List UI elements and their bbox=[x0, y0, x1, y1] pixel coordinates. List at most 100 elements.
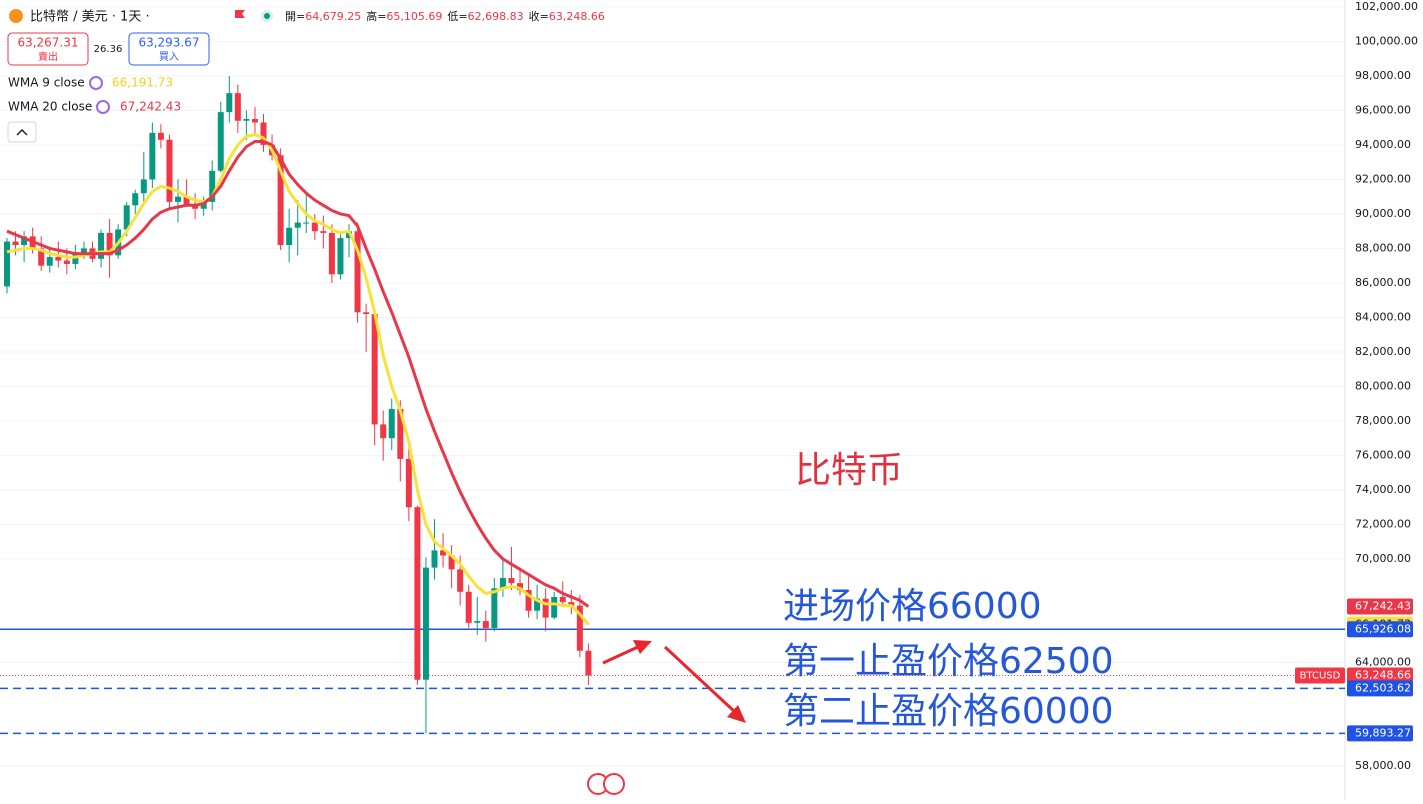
candle-body bbox=[46, 257, 53, 266]
flag-icon bbox=[235, 10, 245, 18]
sell-text: 賣出 bbox=[38, 50, 58, 63]
legend-name: WMA 20 close bbox=[8, 100, 92, 114]
candle-body bbox=[63, 260, 70, 264]
price-label-box bbox=[1347, 725, 1413, 742]
price-label: 62,503.62 bbox=[1355, 681, 1411, 694]
buy-box[interactable] bbox=[128, 32, 210, 66]
y-tick-label: 84,000.00 bbox=[1355, 310, 1411, 323]
annotation: 第二止盈价格60000 bbox=[783, 691, 1114, 732]
legend-name: WMA 9 close bbox=[8, 76, 85, 90]
candle-body bbox=[183, 196, 190, 206]
spread: 26.36 bbox=[94, 44, 123, 55]
y-tick-label: 70,000.00 bbox=[1355, 552, 1411, 565]
y-tick-label: 58,000.00 bbox=[1355, 759, 1411, 772]
ohlc-value: 64,679.25 bbox=[305, 10, 361, 23]
candle-body bbox=[440, 550, 447, 556]
candle-body bbox=[80, 248, 87, 254]
ohlc-label: 開= bbox=[285, 10, 305, 23]
y-tick-label: 76,000.00 bbox=[1355, 448, 1411, 461]
symbol-title: 比特幣 / 美元 · 1天 · bbox=[30, 10, 150, 25]
y-tick-label: 64,000.00 bbox=[1355, 655, 1411, 668]
collapse-button[interactable] bbox=[7, 121, 37, 143]
buy-price: 63,293.67 bbox=[138, 36, 199, 50]
arrow bbox=[663, 645, 737, 714]
candle-body bbox=[508, 577, 515, 584]
candle-body bbox=[251, 119, 258, 123]
sell-box[interactable] bbox=[7, 32, 89, 66]
annotation: 第一止盈价格62500 bbox=[783, 641, 1114, 682]
candle-body bbox=[12, 241, 19, 245]
y-tick-label: 90,000.00 bbox=[1355, 207, 1411, 220]
plot bbox=[0, 75, 1345, 735]
candle-body bbox=[474, 621, 481, 623]
candle-body bbox=[363, 312, 370, 314]
candle-body bbox=[192, 205, 199, 209]
candle-body bbox=[388, 408, 395, 439]
candle-body bbox=[277, 155, 284, 245]
candle-body bbox=[226, 93, 233, 113]
candle-body bbox=[21, 236, 28, 245]
candle-body bbox=[123, 205, 130, 230]
candle-body bbox=[303, 222, 310, 224]
y-tick-label: 102,000.00 bbox=[1355, 0, 1418, 13]
btc-icon bbox=[9, 9, 23, 23]
candle-body bbox=[422, 567, 429, 680]
y-tick-label: 86,000.00 bbox=[1355, 276, 1411, 289]
candle-body bbox=[217, 112, 224, 171]
price-label-box bbox=[1347, 680, 1413, 697]
candle-body bbox=[166, 139, 173, 202]
y-tick-label: 96,000.00 bbox=[1355, 103, 1411, 116]
candle-body bbox=[286, 227, 293, 245]
grid bbox=[0, 6, 1345, 767]
candle-body bbox=[38, 248, 45, 266]
candle-body bbox=[175, 196, 181, 202]
candle-body bbox=[354, 231, 361, 313]
candle-body bbox=[499, 577, 506, 589]
y-tick-label: 100,000.00 bbox=[1355, 34, 1418, 47]
y-tick-label: 94,000.00 bbox=[1355, 138, 1411, 151]
candle-body bbox=[294, 222, 301, 228]
symbol-tag-box bbox=[1295, 667, 1345, 684]
candle-body bbox=[72, 253, 79, 264]
candle-body bbox=[140, 179, 147, 194]
annotation: 进场价格66000 bbox=[783, 586, 1042, 627]
legend-icon bbox=[96, 100, 110, 114]
ohlc-legend: 開= 64,679.25 高= 65,105.69 低= 62,698.83 收= 63,24… bbox=[285, 9, 605, 23]
candle-body bbox=[414, 507, 421, 680]
price-label: 65,926.08 bbox=[1355, 622, 1411, 635]
candle-body bbox=[576, 605, 583, 651]
price-label-box bbox=[1347, 621, 1413, 638]
candle-body bbox=[234, 93, 241, 121]
price-label: 63,248.66 bbox=[1355, 668, 1411, 681]
candle-body bbox=[157, 132, 164, 140]
candle-body bbox=[491, 588, 498, 628]
candle-body bbox=[397, 408, 404, 459]
y-tick-label: 88,000.00 bbox=[1355, 241, 1411, 254]
candle-body bbox=[106, 232, 113, 256]
ohlc-label: 高= bbox=[366, 9, 386, 23]
event-icon[interactable] bbox=[603, 773, 625, 795]
wma-line bbox=[6, 133, 590, 626]
candle-body bbox=[542, 598, 549, 618]
candle-body bbox=[431, 550, 438, 568]
candle-body bbox=[149, 132, 156, 180]
legend-value: 67,242.43 bbox=[120, 100, 181, 114]
ohlc-value: 65,105.69 bbox=[386, 10, 442, 23]
y-tick-label: 82,000.00 bbox=[1355, 345, 1411, 358]
candle-body bbox=[559, 596, 566, 603]
arrow-head bbox=[727, 705, 746, 723]
y-tick-label: 98,000.00 bbox=[1355, 69, 1411, 82]
candle-body bbox=[260, 122, 267, 145]
arrow bbox=[602, 644, 641, 665]
candle-body bbox=[465, 591, 472, 623]
candle-body bbox=[551, 596, 558, 618]
candle-body bbox=[482, 621, 489, 628]
legend-value: 66,191.73 bbox=[112, 76, 173, 90]
candle-body bbox=[371, 313, 378, 425]
ohlc-label: 收= bbox=[529, 9, 549, 23]
candle-body bbox=[457, 569, 464, 592]
candle-body bbox=[311, 222, 318, 232]
candle-body bbox=[585, 650, 592, 676]
